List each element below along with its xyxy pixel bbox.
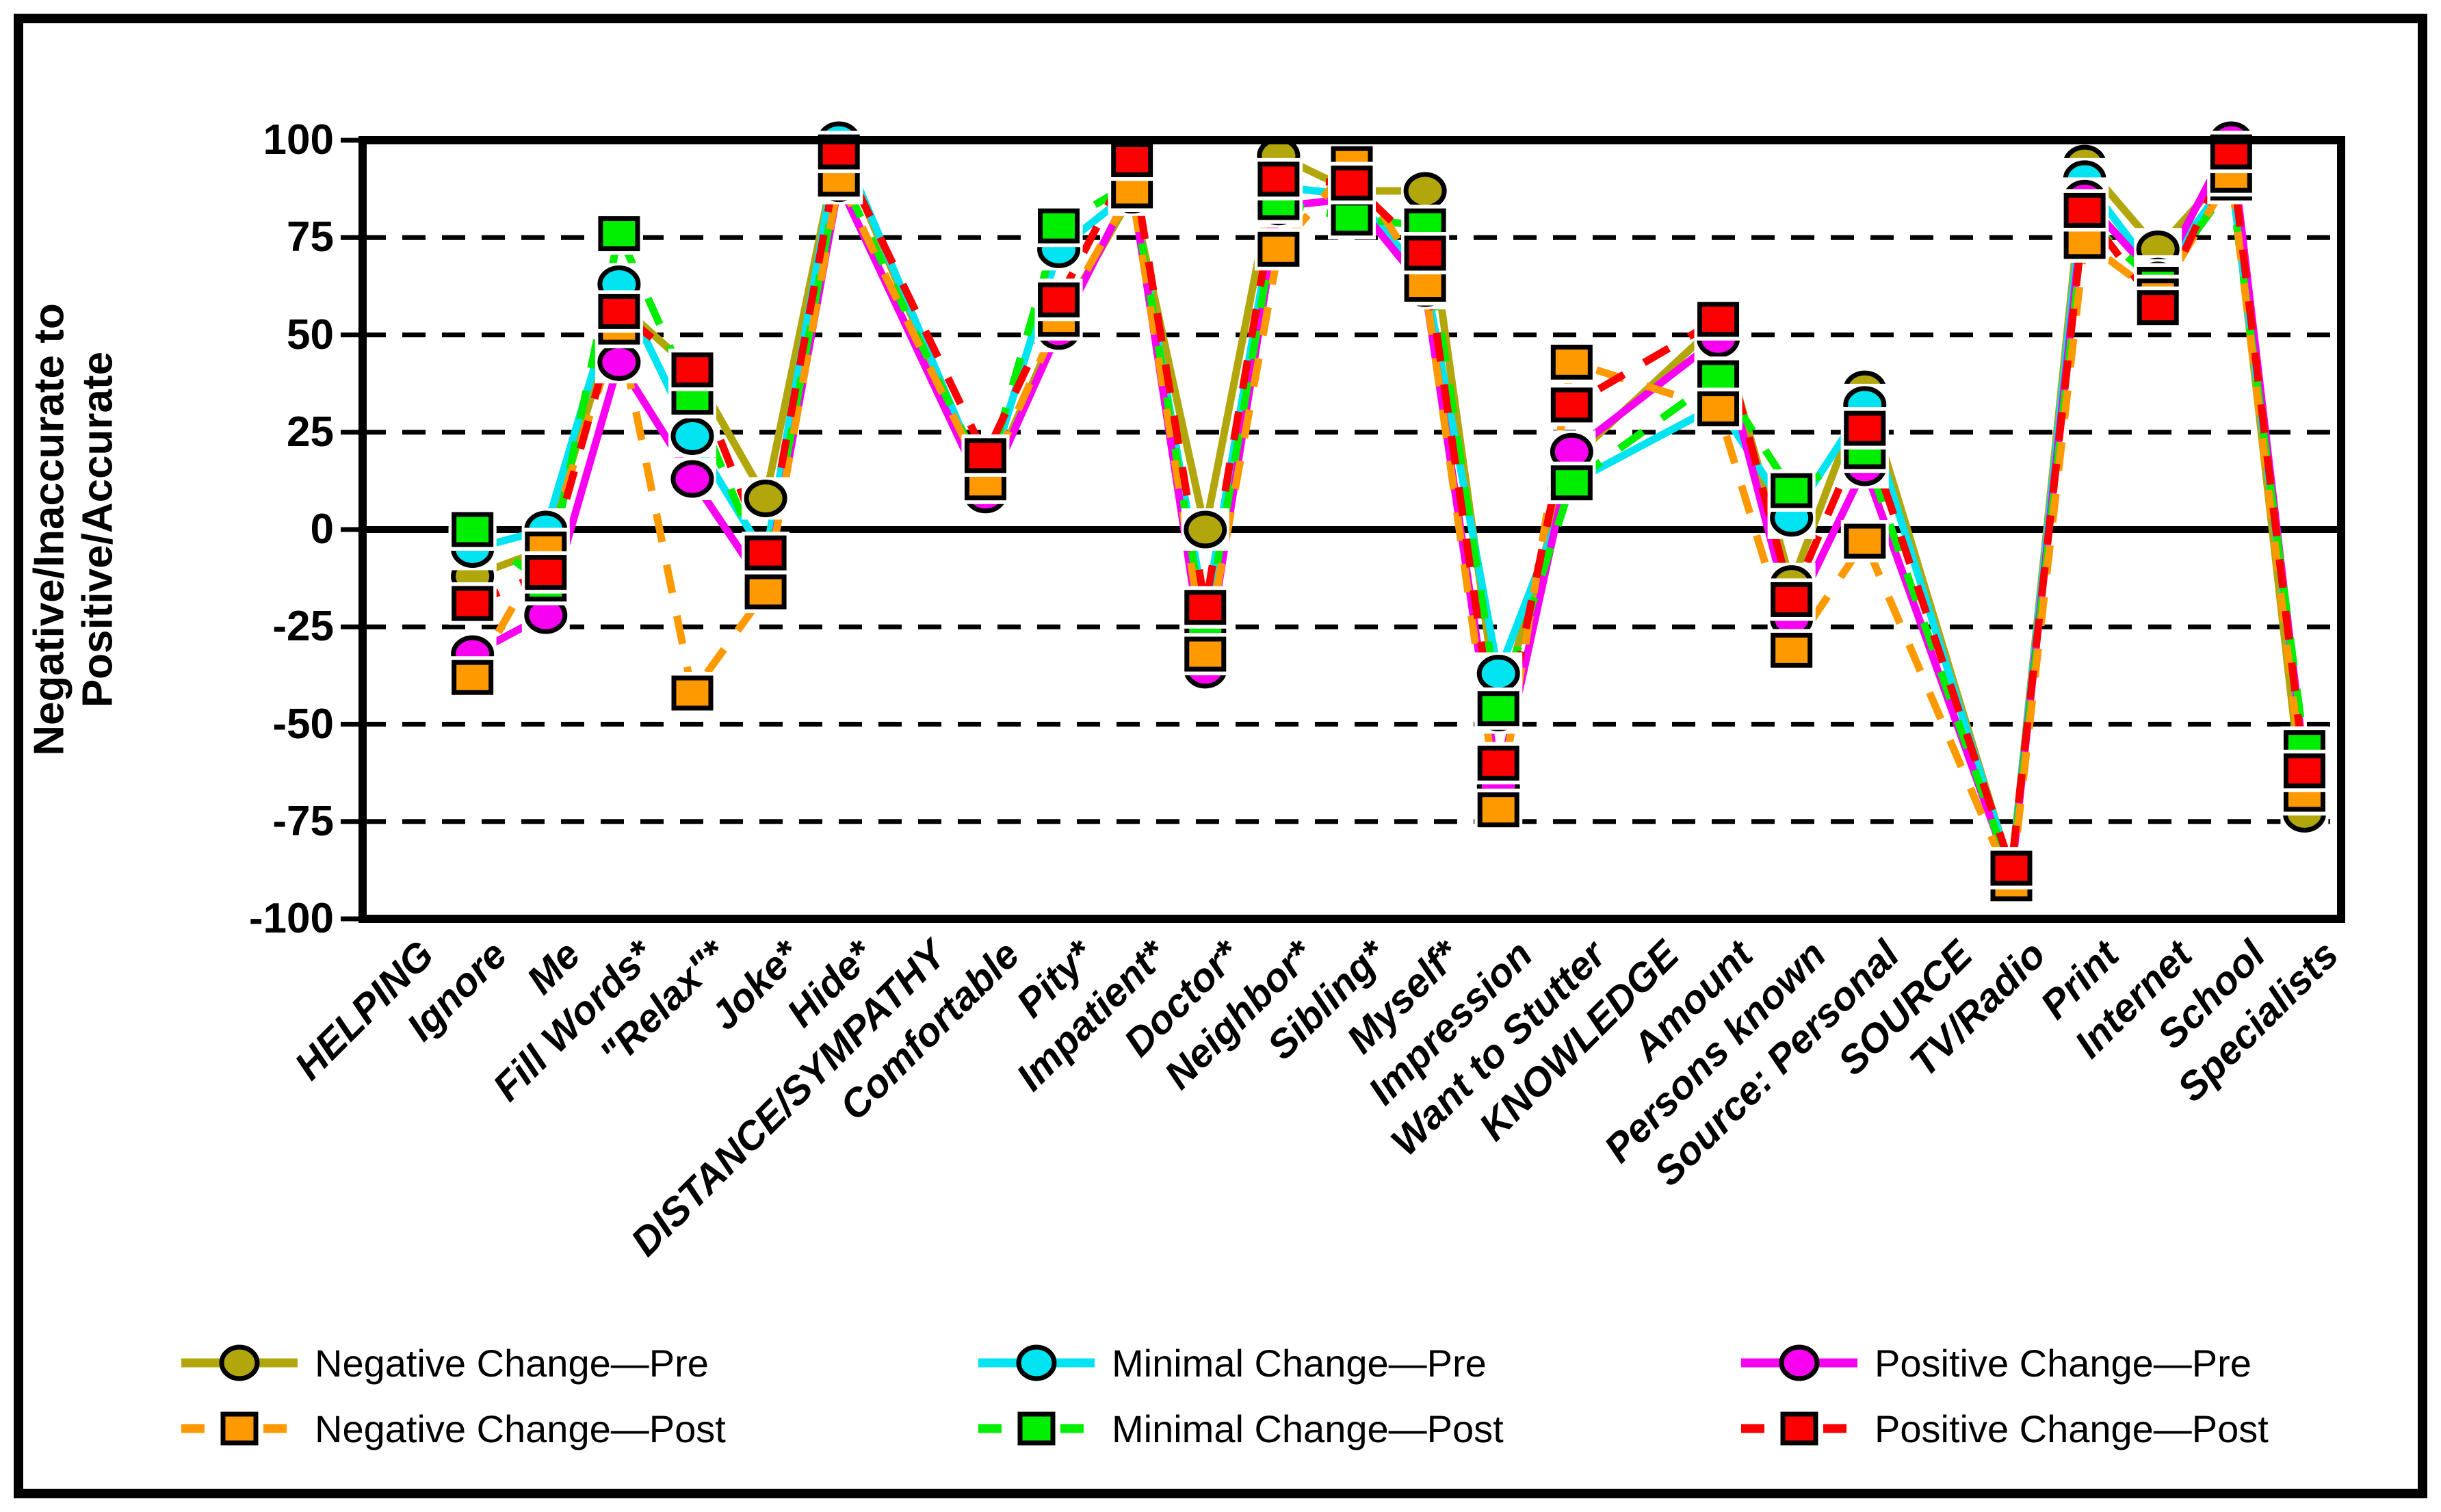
legend-label: Positive Change—Post [1875,1407,2269,1450]
data-point [670,417,714,455]
y-axis-ticks [341,138,363,922]
legend-item-positive-change-post: Positive Change—Post [1738,1400,2269,1457]
legend-circle-marker-icon [181,1344,298,1381]
data-point [744,535,787,571]
data-point [1550,387,1593,423]
legend-label: Negative Change—Pre [315,1341,709,1385]
y-tick-label: 25 [287,408,334,456]
data-point [1477,691,1519,727]
figure-border [14,14,2427,1498]
y-tick-label: -25 [272,603,334,651]
legend-square-marker-icon [978,1411,1095,1446]
data-point [1550,344,1593,380]
data-point [1184,510,1227,549]
data-point [671,675,714,711]
legend-square-marker-icon [181,1411,298,1446]
y-tick-label: 50 [287,311,334,359]
legend-item-minimal-change-pre: Minimal Change—Pre [975,1334,1487,1392]
data-point [598,216,640,252]
y-axis-title-line2: Positive/Accurate [75,351,122,708]
data-point [1477,745,1519,781]
data-point [452,586,494,621]
data-point [1771,632,1813,668]
y-tick-label: 0 [310,506,334,553]
data-point [744,479,787,517]
y-tick-label: 100 [263,116,334,164]
y-tick-label: -100 [248,895,334,942]
data-point [744,574,787,610]
legend-item-minimal-change-post: Minimal Change—Post [975,1400,1504,1457]
data-point [452,660,494,695]
data-point [1257,231,1300,267]
data-point [964,438,1006,473]
legend-label: Negative Change—Post [315,1407,726,1450]
data-point [1184,636,1227,672]
series-line-negative-change-post [469,157,2308,899]
legend-item-negative-change-post: Negative Change—Post [178,1400,726,1457]
data-point [1038,208,1080,244]
data-point [1038,282,1080,317]
data-point [1771,473,1813,508]
legend-square-marker-icon [1741,1411,1857,1446]
data-point [597,343,641,381]
data-point [671,352,714,388]
y-tick-label: -50 [272,700,334,748]
legend-item-negative-change-pre: Negative Change—Pre [178,1334,709,1392]
data-point [1476,655,1520,693]
data-point [1844,410,1886,446]
y-tick-label: 75 [287,213,334,261]
data-point [1403,172,1447,210]
data-point [1477,792,1519,828]
series-markers-positive-change-post [448,131,2329,890]
data-point [1404,235,1446,271]
legend-circle-marker-icon [978,1344,1095,1381]
data-point [1697,302,1740,337]
data-point [1550,465,1593,501]
data-point [670,460,714,498]
data-point [598,294,640,329]
y-axis-title-line1: Negative/Inaccurate to [25,303,73,756]
y-axis-title: Negative/Inaccurate to Positive/Accurate [25,303,123,756]
y-tick-label: -75 [272,797,334,845]
data-point [2137,290,2179,326]
data-point [452,512,494,547]
legend-item-positive-change-pre: Positive Change—Pre [1738,1334,2251,1392]
data-point [1111,142,1153,177]
data-point [1331,200,1373,236]
legend-label: Minimal Change—Pre [1112,1341,1487,1385]
data-point [1697,391,1740,427]
data-point [1331,166,1373,201]
data-point [1184,590,1227,625]
data-point [1990,850,2033,886]
data-point [525,555,567,590]
data-point [1771,582,1813,617]
legend-label: Minimal Change—Post [1112,1407,1504,1450]
legend-label: Positive Change—Pre [1875,1341,2251,1385]
data-point [2283,753,2325,789]
data-point [1844,523,1886,559]
data-point [2063,192,2106,228]
data-point [1257,161,1300,197]
legend-circle-marker-icon [1741,1344,1857,1381]
